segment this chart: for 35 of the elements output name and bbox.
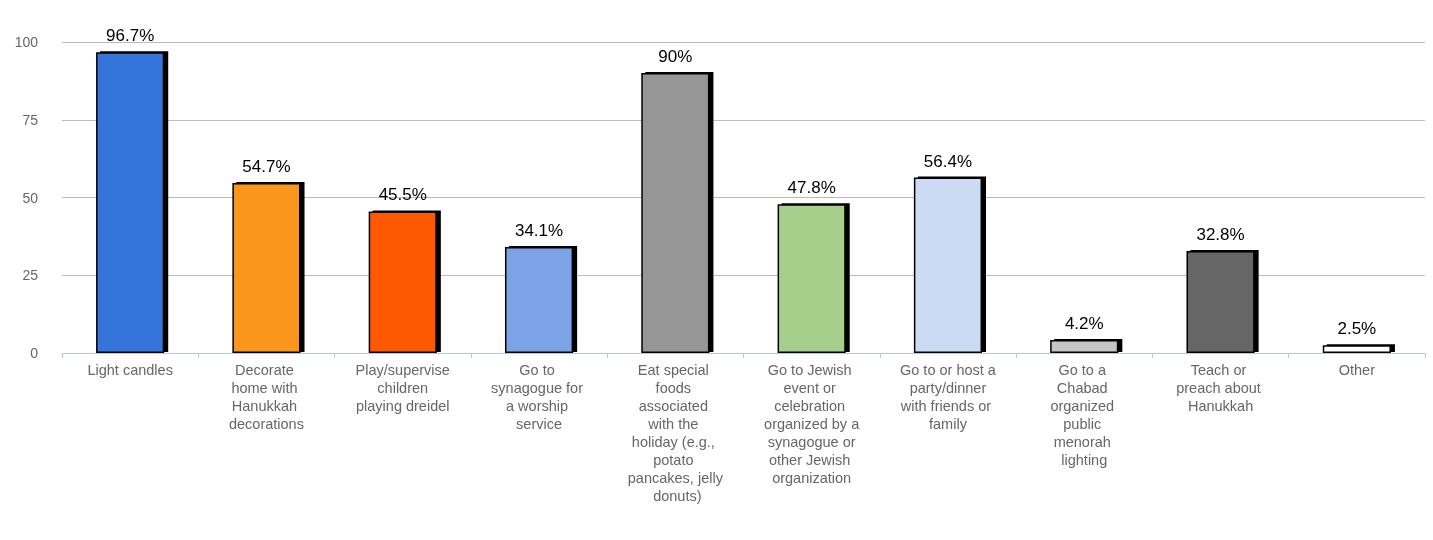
bar	[641, 73, 710, 353]
data-label: 2.5%	[1337, 319, 1377, 339]
data-label: 54.7%	[242, 156, 291, 176]
bar	[232, 182, 301, 353]
data-label: 90%	[658, 47, 693, 67]
bar	[504, 246, 574, 353]
data-label: 34.1%	[514, 220, 564, 240]
bar	[1322, 345, 1391, 353]
x-tick-label: Teach or preach about Hanukkah	[1176, 362, 1265, 414]
y-tick-label: 100	[14, 34, 39, 50]
x-tick-label: Light candles	[87, 362, 173, 378]
data-label: 96.7%	[106, 26, 155, 46]
data-label: 56.4%	[923, 151, 973, 171]
x-tick-label: Other	[1338, 362, 1376, 378]
y-tick-label: 25	[22, 267, 39, 284]
x-tick-label: Go to Jewish event or celebration organized by a synagogue or other Jewish organization	[763, 362, 861, 486]
x-tick-label: Go to or host a party/dinner with friends or family	[899, 362, 997, 432]
y-tick-label: 75	[22, 111, 39, 128]
y-tick-label: 0	[30, 345, 39, 361]
data-label: 45.5%	[378, 185, 427, 205]
data-label: 47.8%	[787, 178, 836, 198]
bar	[1050, 339, 1119, 353]
x-tick-label: Eat special foods associated with the holiday (e.g., potato pancakes, jelly donuts)	[627, 362, 724, 504]
data-label: 4.2%	[1064, 313, 1104, 333]
data-label: 32.8%	[1196, 224, 1245, 244]
x-tick-label: Go to synagogue for a worship service	[491, 362, 588, 432]
bar	[777, 204, 846, 353]
x-tick-label: Go to a Chabad organized public menorah lighting	[1050, 362, 1119, 468]
x-tick-label: Decorate home with Hanukkah decorations	[228, 362, 304, 432]
y-tick-label: 50	[22, 189, 39, 206]
bar	[368, 211, 437, 353]
bar	[1186, 250, 1255, 353]
x-tick-label: Play/supervise children playing dreidel	[355, 362, 450, 414]
bar	[913, 177, 983, 353]
bar	[96, 52, 165, 353]
